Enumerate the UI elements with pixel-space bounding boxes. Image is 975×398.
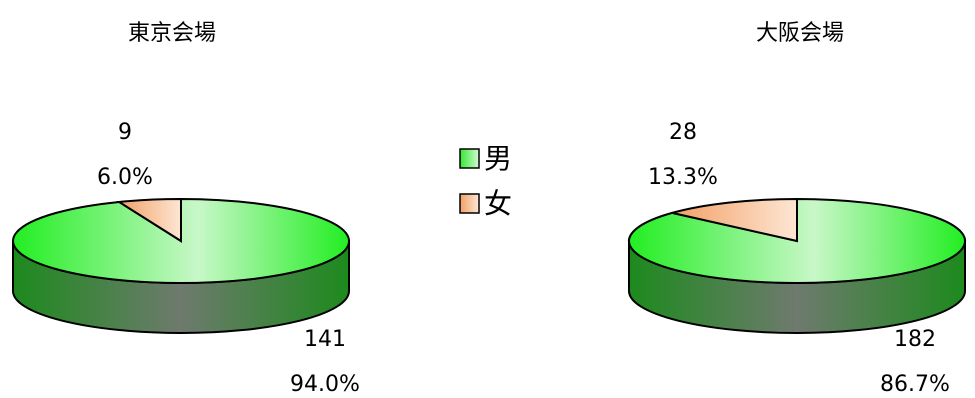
- legend: 男 女: [459, 142, 512, 220]
- data-label-female-count: 28: [669, 120, 697, 145]
- legend-label-male: 男: [484, 142, 512, 175]
- legend-swatch-female: [459, 193, 480, 214]
- data-label-male-count: 141: [304, 327, 346, 352]
- legend-label-female: 女: [484, 187, 512, 220]
- data-label-male-percent: 86.7%: [880, 372, 950, 397]
- chart-title: 東京会場: [128, 21, 216, 46]
- data-label-male-percent: 94.0%: [290, 372, 360, 397]
- data-label-male-count: 182: [894, 327, 936, 352]
- data-label-female-percent: 13.3%: [648, 165, 718, 190]
- pie-slice-female: [116, 197, 182, 243]
- chart-title: 大阪会場: [756, 21, 844, 46]
- legend-item-male: 男: [459, 142, 512, 175]
- legend-item-female: 女: [459, 187, 512, 220]
- data-label-female-percent: 6.0%: [97, 165, 153, 190]
- data-label-female-count: 9: [118, 120, 132, 145]
- pie-chart-osaka: 大阪会場 28 13.3% 182 86.7%: [628, 21, 966, 397]
- pie-slice-female: [671, 197, 798, 243]
- pie-chart-tokyo: 東京会場 9 6.0% 141 94.0%: [12, 21, 360, 397]
- legend-swatch-male: [459, 148, 480, 169]
